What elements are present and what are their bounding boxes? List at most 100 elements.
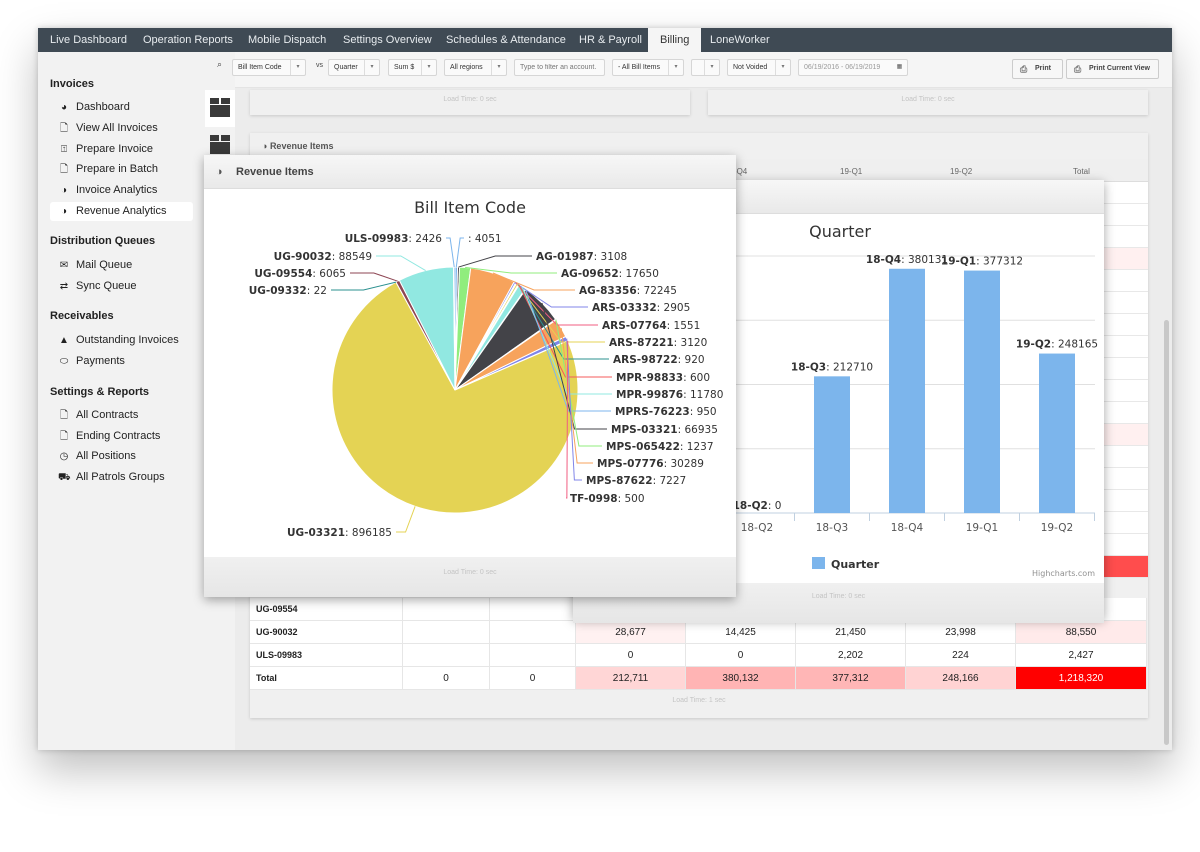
table-cell: 2,202 [796, 644, 906, 667]
table-cell [403, 598, 490, 621]
pie-chart-icon: ◕ [60, 102, 68, 113]
table-cell [403, 644, 490, 667]
row-name: ULS-09983 [250, 644, 403, 667]
sidebar-item-all-positions[interactable]: ◷ All Positions [50, 447, 193, 466]
panel-header: ◑ Revenue Items [204, 155, 736, 189]
group-by-select[interactable]: Bill Item Code ▾ [232, 59, 306, 76]
top-navigation: Live Dashboard Operation Reports Mobile … [38, 28, 1172, 52]
analytics-icon: ◑ [60, 185, 68, 196]
pdf-icon: ⎙ [1020, 64, 1028, 74]
summary-panel: Load Time: 0 sec [250, 90, 690, 115]
scrollbar[interactable] [1164, 320, 1169, 745]
tab-loneworker[interactable]: LoneWorker [710, 34, 770, 46]
sidebar-item-prepare-batch[interactable]: 🗋 Prepare in Batch [50, 160, 193, 179]
warning-icon: ▲ [59, 335, 69, 346]
table-cell: 28,677 [576, 621, 686, 644]
row-name: Total [250, 667, 403, 690]
tab-schedules-attendance[interactable]: Schedules & Attendance [446, 34, 566, 46]
sidebar-item-label: View All Invoices [76, 122, 158, 134]
aggregate-select[interactable]: Sum $ ▾ [388, 59, 437, 76]
analytics-icon: ◑ [216, 166, 223, 178]
sidebar-item-revenue-analytics[interactable]: ◑ Revenue Analytics [50, 202, 193, 221]
table-cell: 0 [403, 667, 490, 690]
sidebar-item-prepare-invoice[interactable]: ⍐ Prepare Invoice [50, 140, 193, 159]
tab-settings-overview[interactable]: Settings Overview [343, 34, 432, 46]
summary-panel: Load Time: 0 sec [708, 90, 1148, 115]
date-range-value: 06/19/2016 - 06/19/2019 [804, 64, 881, 71]
print-button[interactable]: ⎙ Print [1012, 59, 1063, 79]
bill-items-select[interactable]: - All Bill Items ▾ [612, 59, 684, 76]
tab-mobile-dispatch[interactable]: Mobile Dispatch [248, 34, 327, 46]
sidebar-item-outstanding-invoices[interactable]: ▲ Outstanding Invoices [50, 331, 193, 350]
analytics-icon: ◑ [60, 206, 68, 217]
sidebar-item-dashboard[interactable]: ◕ Dashboard [50, 98, 193, 117]
sidebar-item-label: Sync Queue [76, 280, 137, 292]
sidebar-item-label: Prepare Invoice [76, 143, 154, 155]
print-current-view-button[interactable]: ⎙ Print Current View [1066, 59, 1159, 79]
region-select[interactable]: All regions ▾ [444, 59, 507, 76]
document-icon: 🗋 [59, 431, 69, 442]
tab-live-dashboard[interactable]: Live Dashboard [50, 34, 128, 46]
table-cell: 377,312 [796, 667, 906, 690]
sidebar-item-label: All Patrols Groups [76, 471, 165, 483]
load-time: Load Time: 0 sec [443, 569, 497, 576]
vs-label: vs [316, 62, 323, 69]
sidebar-item-payments[interactable]: ⬭ Payments [50, 352, 193, 371]
table-cell [490, 598, 576, 621]
sidebar-item-label: Ending Contracts [76, 430, 161, 442]
sidebar-item-sync-queue[interactable]: ⇄ Sync Queue [50, 277, 193, 296]
sidebar-item-ending-contracts[interactable]: 🗋 Ending Contracts [50, 427, 193, 446]
chevron-down-icon: ▾ [290, 60, 305, 75]
calendar-icon: ▦ [896, 64, 903, 70]
section-distribution-queues: Distribution Queues [50, 235, 156, 247]
box-icon [210, 98, 230, 118]
void-filter-select[interactable]: Not Voided ▾ [727, 59, 791, 76]
box-icon[interactable] [210, 135, 230, 155]
sidebar-item-all-contracts[interactable]: 🗋 All Contracts [50, 406, 193, 425]
select-value: Bill Item Code [238, 64, 282, 71]
document-icon: 🗋 [59, 164, 69, 175]
sidebar-item-label: Payments [76, 355, 125, 367]
upload-icon: ⍐ [61, 144, 67, 155]
account-filter-input[interactable] [514, 59, 605, 76]
column-header: 19-Q2 [950, 167, 973, 176]
extra-select[interactable]: ▾ [691, 59, 720, 76]
car-icon: ⛟ [58, 472, 71, 483]
load-time: Load Time: 0 sec [901, 96, 955, 103]
document-icon: 🗋 [59, 410, 69, 421]
section-invoices: Invoices [50, 78, 95, 90]
search-icon: ⌕ [217, 59, 223, 69]
analytics-icon: ◑ [262, 141, 270, 151]
sidebar-item-mail-queue[interactable]: ✉ Mail Queue [50, 256, 193, 275]
load-time: Load Time: 0 sec [443, 96, 497, 103]
compare-by-select[interactable]: Quarter ▾ [328, 59, 380, 76]
sidebar-item-label: Invoice Analytics [76, 184, 158, 196]
select-value: Quarter [334, 64, 358, 71]
table-cell: 2,427 [1016, 644, 1147, 667]
panel-title: Revenue Items [236, 166, 314, 178]
chevron-down-icon: ▾ [704, 60, 719, 75]
tab-hr-payroll[interactable]: HR & Payroll [579, 34, 642, 46]
panel-title-text: Revenue Items [269, 141, 334, 151]
button-label: Print Current View [1089, 65, 1150, 72]
tab-operation-reports[interactable]: Operation Reports [143, 34, 233, 46]
chevron-down-icon: ▾ [668, 60, 683, 75]
select-value: Not Voided [733, 64, 768, 71]
date-range-input[interactable]: 06/19/2016 - 06/19/2019 ▦ [798, 59, 908, 76]
column-header: Total [1073, 167, 1090, 176]
table-cell [490, 621, 576, 644]
table-cell: 21,450 [796, 621, 906, 644]
section-settings-reports: Settings & Reports [50, 386, 150, 398]
sidebar-item-all-patrol-groups[interactable]: ⛟ All Patrols Groups [50, 468, 193, 487]
table-cell: 23,998 [906, 621, 1016, 644]
chevron-down-icon: ▾ [775, 60, 790, 75]
chevron-down-icon: ▾ [364, 60, 379, 75]
pdf-icon: ⎙ [1074, 64, 1082, 74]
sidebar-item-invoice-analytics[interactable]: ◑ Invoice Analytics [50, 181, 193, 200]
sidebar-item-view-all-invoices[interactable]: 🗋 View All Invoices [50, 119, 193, 138]
table-cell [403, 621, 490, 644]
tab-billing[interactable]: Billing [648, 28, 702, 52]
mail-icon: ✉ [59, 260, 69, 271]
table-cell: 380,132 [686, 667, 796, 690]
document-icon: 🗋 [59, 123, 69, 134]
